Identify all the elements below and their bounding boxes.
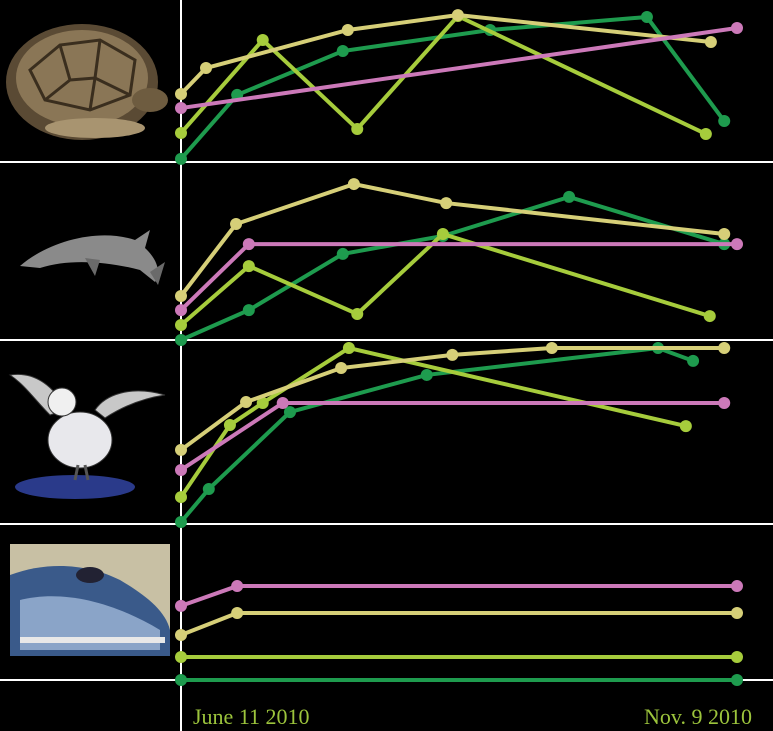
data-point bbox=[242, 260, 255, 273]
series-line bbox=[180, 26, 738, 111]
data-point bbox=[223, 418, 236, 431]
series-line bbox=[179, 14, 726, 161]
series-line bbox=[179, 345, 694, 524]
data-point bbox=[731, 651, 743, 664]
data-point bbox=[718, 342, 731, 355]
data-point bbox=[704, 35, 717, 48]
data-point bbox=[175, 319, 187, 332]
data-point bbox=[341, 23, 354, 36]
data-point bbox=[200, 62, 213, 75]
data-point bbox=[175, 463, 187, 476]
data-point bbox=[718, 115, 731, 128]
data-point bbox=[731, 674, 743, 686]
data-point bbox=[347, 178, 360, 191]
data-point bbox=[731, 238, 743, 251]
data-point bbox=[240, 396, 253, 409]
dolphin-image bbox=[20, 230, 165, 285]
data-point bbox=[256, 396, 269, 409]
data-point bbox=[175, 443, 187, 456]
data-point bbox=[563, 190, 576, 203]
alligator-image bbox=[10, 544, 170, 656]
data-point bbox=[336, 45, 349, 58]
data-point bbox=[175, 152, 187, 165]
data-point bbox=[731, 580, 743, 593]
data-point bbox=[175, 629, 187, 642]
data-point bbox=[545, 342, 558, 355]
data-point bbox=[276, 396, 289, 409]
data-point bbox=[718, 396, 731, 409]
data-point bbox=[640, 11, 653, 24]
data-point bbox=[451, 9, 464, 22]
bird-image bbox=[8, 373, 166, 499]
data-point bbox=[731, 22, 743, 35]
data-point bbox=[175, 127, 187, 140]
data-point bbox=[731, 607, 743, 620]
data-point bbox=[420, 368, 433, 381]
data-point bbox=[256, 34, 269, 47]
data-point bbox=[175, 102, 187, 115]
data-point bbox=[718, 228, 731, 241]
data-point bbox=[175, 334, 187, 346]
data-point bbox=[351, 307, 364, 320]
data-point bbox=[283, 406, 296, 419]
data-point bbox=[175, 599, 187, 612]
data-point bbox=[336, 247, 349, 260]
data-point bbox=[230, 218, 243, 231]
series-line bbox=[179, 346, 725, 452]
data-point bbox=[175, 87, 187, 100]
data-point bbox=[242, 304, 255, 317]
data-point bbox=[436, 228, 449, 241]
data-point bbox=[446, 348, 459, 361]
data-point bbox=[231, 607, 244, 620]
data-point bbox=[175, 674, 187, 686]
data-point bbox=[175, 515, 187, 528]
data-point bbox=[175, 651, 187, 664]
data-point bbox=[351, 122, 364, 135]
data-point bbox=[175, 491, 187, 504]
data-point bbox=[699, 127, 712, 140]
data-point bbox=[687, 354, 700, 367]
data-point bbox=[335, 362, 348, 375]
data-point bbox=[175, 290, 187, 302]
data-point bbox=[342, 342, 355, 355]
data-point bbox=[679, 420, 692, 433]
data-point bbox=[231, 580, 244, 593]
data-point bbox=[175, 304, 187, 317]
turtle-image bbox=[6, 24, 168, 140]
x-end-label: Nov. 9 2010 bbox=[644, 704, 752, 729]
data-point bbox=[202, 483, 215, 496]
data-point bbox=[242, 238, 255, 251]
data-point bbox=[703, 310, 716, 323]
data-point bbox=[440, 197, 453, 210]
x-start-label: June 11 2010 bbox=[193, 704, 310, 729]
